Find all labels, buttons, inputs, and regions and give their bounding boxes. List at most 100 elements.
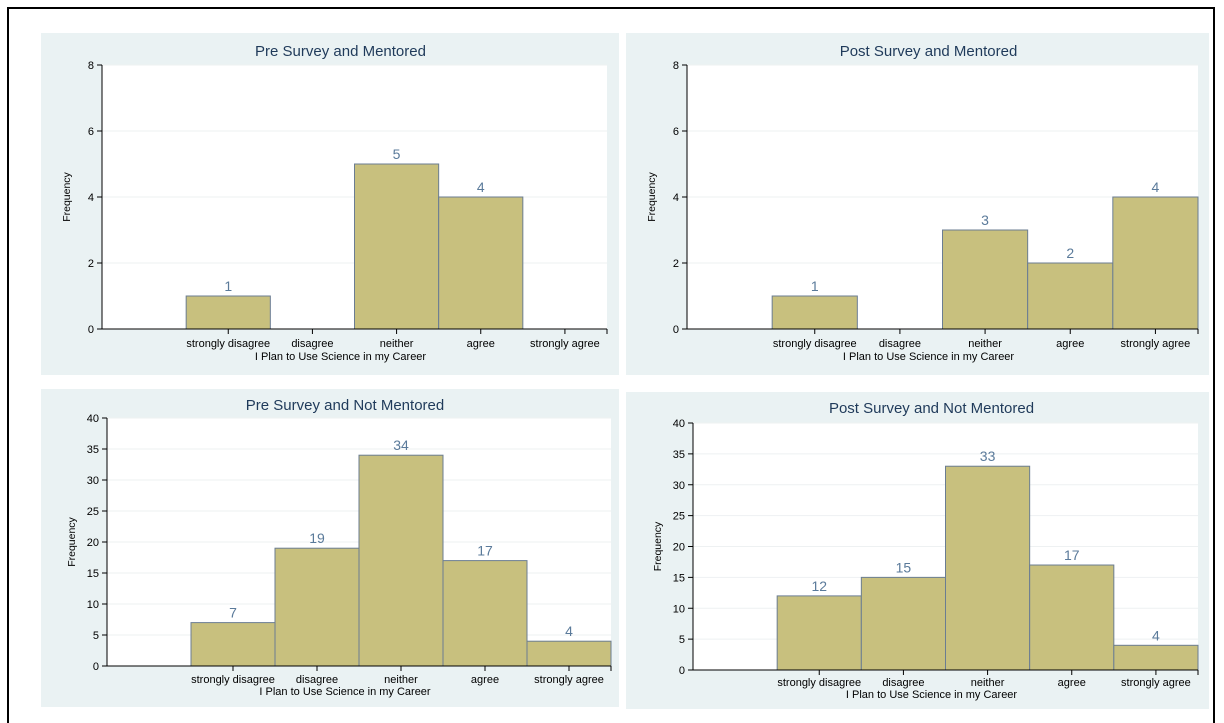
x-category-label: strongly agree xyxy=(534,674,604,686)
x-category-label: neither xyxy=(384,674,418,686)
chart-svg: 0 2 4 6 8 1 strongly disagree disagree 5 neither 4… xyxy=(61,43,608,363)
bar-agree xyxy=(1027,262,1114,330)
chart-title: Post Survey and Mentored xyxy=(840,43,1018,60)
y-tick-label: 10 xyxy=(87,599,99,611)
y-tick-label: 5 xyxy=(679,634,685,646)
y-tick-label: 20 xyxy=(673,542,685,554)
data-label: 12 xyxy=(811,578,827,594)
y-tick-label: 5 xyxy=(93,630,99,642)
y-tick-label: 2 xyxy=(88,258,94,270)
x-category-label: strongly agree xyxy=(530,338,600,350)
x-category-label: neither xyxy=(968,338,1002,350)
data-label: 4 xyxy=(1152,627,1160,643)
y-tick-label: 25 xyxy=(87,506,99,518)
data-label: 4 xyxy=(1152,179,1160,195)
chart-panel-pre-mentored: 0 2 4 6 8 1 strongly disagree disagree 5 neither 4… xyxy=(41,33,619,375)
y-tick-label: 4 xyxy=(88,192,94,204)
data-label: 34 xyxy=(393,437,409,453)
data-label: 1 xyxy=(811,278,819,294)
bar-agree xyxy=(438,196,524,330)
axes xyxy=(106,418,611,667)
y-axis-label: Frequency xyxy=(646,171,658,221)
data-label: 1 xyxy=(224,278,232,294)
x-category-label: agree xyxy=(471,674,499,686)
data-label: 7 xyxy=(229,605,237,621)
y-tick-label: 6 xyxy=(88,126,94,138)
x-category-label: disagree xyxy=(291,338,333,350)
data-label: 15 xyxy=(896,559,912,575)
bar-agree xyxy=(442,560,528,667)
bar-strongly-disagree xyxy=(776,595,862,671)
x-category-label: strongly disagree xyxy=(773,338,857,350)
y-tick-label: 15 xyxy=(673,572,685,584)
bar-disagree xyxy=(274,547,360,667)
chart-svg: 0 5 10 15 20 25 30 35 40 7 strongly disagree 19 disa… xyxy=(66,397,612,698)
x-category-label: strongly agree xyxy=(1121,338,1191,350)
x-category-label: agree xyxy=(1056,338,1084,350)
data-label: 2 xyxy=(1066,245,1074,261)
x-category-label: strongly disagree xyxy=(186,338,270,350)
data-label: 4 xyxy=(477,179,485,195)
x-category-label: agree xyxy=(467,338,495,350)
data-label: 33 xyxy=(980,448,996,464)
y-tick-label: 20 xyxy=(87,537,99,549)
bar-strongly-agree xyxy=(526,640,612,667)
data-label: 3 xyxy=(981,212,989,228)
data-label: 19 xyxy=(309,530,325,546)
bar-strongly-agree xyxy=(1112,196,1199,330)
y-tick-label: 35 xyxy=(673,449,685,461)
y-tick-label: 15 xyxy=(87,568,99,580)
y-tick-label: 2 xyxy=(673,258,679,270)
chart-title: Pre Survey and Mentored xyxy=(255,43,426,60)
x-category-label: neither xyxy=(971,677,1005,689)
x-category-label: neither xyxy=(380,338,414,350)
y-axis-label: Frequency xyxy=(66,516,78,566)
chart-title: Pre Survey and Not Mentored xyxy=(246,397,444,414)
axes xyxy=(692,423,1198,671)
data-label: 17 xyxy=(1064,547,1080,563)
y-tick-label: 30 xyxy=(673,480,685,492)
data-label: 4 xyxy=(565,623,573,639)
x-axis-label: I Plan to Use Science in my Career xyxy=(255,351,427,363)
y-tick-label: 8 xyxy=(88,60,94,72)
chart-title: Post Survey and Not Mentored xyxy=(829,400,1034,417)
bar-neither xyxy=(945,465,1031,671)
data-label: 5 xyxy=(393,146,401,162)
x-category-label: strongly agree xyxy=(1121,677,1191,689)
chart-panel-pre-not-mentored: 0 5 10 15 20 25 30 35 40 7 strongly disagree 19 disa… xyxy=(41,389,619,707)
y-tick-label: 4 xyxy=(673,192,679,204)
bar-disagree xyxy=(860,576,946,671)
bar-strongly-disagree xyxy=(190,622,276,667)
x-axis-label: I Plan to Use Science in my Career xyxy=(843,351,1015,363)
chart-svg: 0 5 10 15 20 25 30 35 40 12 strongly disagree 15 dis… xyxy=(652,400,1199,701)
y-axis-label: Frequency xyxy=(652,521,664,571)
y-tick-label: 40 xyxy=(87,413,99,425)
y-tick-label: 40 xyxy=(673,418,685,430)
bar-neither xyxy=(942,229,1029,330)
x-category-label: strongly disagree xyxy=(777,677,861,689)
chart-svg: 0 2 4 6 8 1 strongly disagree disagree 3 neither 2… xyxy=(646,43,1199,363)
x-axis-label: I Plan to Use Science in my Career xyxy=(259,686,431,698)
chart-panel-post-not-mentored: 0 5 10 15 20 25 30 35 40 12 strongly disagree 15 dis… xyxy=(626,392,1209,709)
y-tick-label: 0 xyxy=(93,661,99,673)
x-category-label: disagree xyxy=(879,338,921,350)
chart-panel-post-mentored: 0 2 4 6 8 1 strongly disagree disagree 3 neither 2… xyxy=(626,33,1209,375)
bar-agree xyxy=(1029,564,1115,671)
x-category-label: strongly disagree xyxy=(191,674,275,686)
axes xyxy=(101,65,607,330)
x-category-label: agree xyxy=(1058,677,1086,689)
data-label: 17 xyxy=(477,543,493,559)
y-tick-label: 30 xyxy=(87,475,99,487)
y-tick-label: 35 xyxy=(87,444,99,456)
x-axis-label: I Plan to Use Science in my Career xyxy=(846,689,1018,701)
bar-strongly-agree xyxy=(1113,644,1199,671)
bar-neither xyxy=(354,163,440,330)
y-tick-label: 25 xyxy=(673,511,685,523)
x-category-label: disagree xyxy=(296,674,338,686)
y-axis-label: Frequency xyxy=(61,171,73,221)
bar-neither xyxy=(358,454,444,667)
figure-frame: 0 2 4 6 8 1 strongly disagree disagree 5 neither 4… xyxy=(7,7,1215,723)
y-tick-label: 0 xyxy=(88,324,94,336)
y-tick-label: 0 xyxy=(673,324,679,336)
y-tick-label: 10 xyxy=(673,603,685,615)
